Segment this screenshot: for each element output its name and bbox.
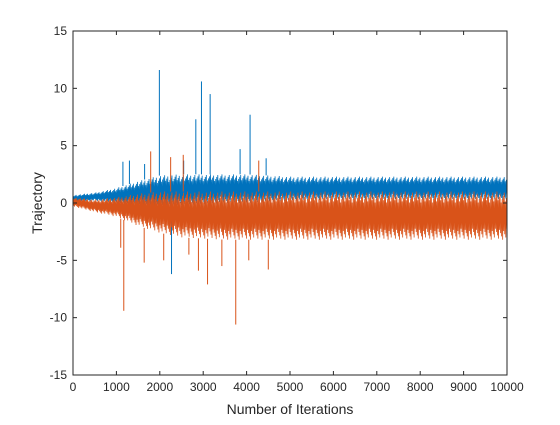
x-tick-label: 1000 bbox=[103, 380, 130, 394]
y-tick-label: -15 bbox=[50, 368, 68, 382]
x-tick-label: 7000 bbox=[363, 380, 390, 394]
x-axis-label: Number of Iterations bbox=[227, 401, 354, 417]
x-tick-label: 6000 bbox=[320, 380, 347, 394]
y-tick-label: 0 bbox=[60, 196, 67, 210]
series-2-line bbox=[72, 191, 508, 240]
y-tick-label: 5 bbox=[60, 139, 67, 153]
y-tick-label: -5 bbox=[56, 253, 67, 267]
x-tick-label: 9000 bbox=[450, 380, 477, 394]
x-tick-label: 3000 bbox=[190, 380, 217, 394]
x-tick-label: 5000 bbox=[277, 380, 304, 394]
y-tick-label: 10 bbox=[54, 81, 68, 95]
series-layer bbox=[72, 69, 508, 325]
x-tick-label: 2000 bbox=[146, 380, 173, 394]
x-tick-label: 10000 bbox=[490, 380, 524, 394]
x-tick-label: 4000 bbox=[233, 380, 260, 394]
y-tick-label: 15 bbox=[54, 24, 68, 38]
series-2 bbox=[72, 151, 508, 325]
x-tick-label: 0 bbox=[70, 380, 77, 394]
y-tick-label: -10 bbox=[50, 311, 68, 325]
tick-layer: 0 1000 2000 3000 4000 5000 6000 7000 8000 9000 100… bbox=[50, 24, 524, 394]
x-tick-label: 8000 bbox=[407, 380, 434, 394]
y-axis-label: Trajectory bbox=[29, 172, 45, 234]
